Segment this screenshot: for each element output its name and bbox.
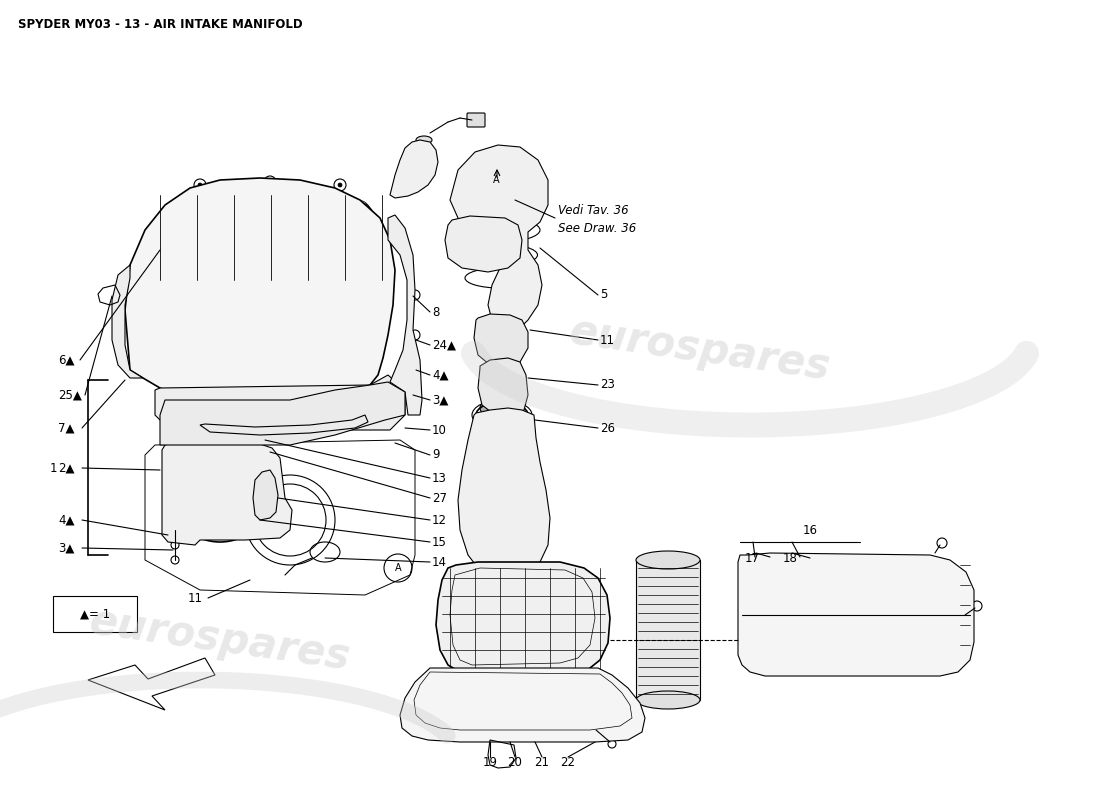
Polygon shape <box>436 562 610 675</box>
Polygon shape <box>474 314 528 368</box>
Polygon shape <box>446 216 522 272</box>
Text: 23: 23 <box>600 378 615 391</box>
Text: 7▲: 7▲ <box>58 422 75 434</box>
Polygon shape <box>388 215 422 415</box>
Text: 17: 17 <box>745 551 759 565</box>
Text: 5: 5 <box>600 289 607 302</box>
Text: SPYDER MY03 - 13 - AIR INTAKE MANIFOLD: SPYDER MY03 - 13 - AIR INTAKE MANIFOLD <box>18 18 303 31</box>
Ellipse shape <box>636 691 700 709</box>
Polygon shape <box>112 265 143 378</box>
Polygon shape <box>125 178 395 405</box>
Text: 27: 27 <box>432 491 447 505</box>
Text: ▲= 1: ▲= 1 <box>80 607 110 621</box>
Bar <box>636 560 700 700</box>
Text: 12: 12 <box>432 514 447 526</box>
Text: 19: 19 <box>483 755 497 769</box>
Text: See Draw. 36: See Draw. 36 <box>558 222 636 234</box>
Text: eurospares: eurospares <box>566 311 833 389</box>
Ellipse shape <box>192 474 248 506</box>
Text: 8: 8 <box>432 306 439 318</box>
Text: 3▲: 3▲ <box>432 394 449 406</box>
Polygon shape <box>253 470 278 520</box>
Text: 10: 10 <box>432 423 447 437</box>
Text: 9: 9 <box>432 449 440 462</box>
Text: 15: 15 <box>432 535 447 549</box>
Polygon shape <box>390 140 438 198</box>
Polygon shape <box>88 658 214 710</box>
Polygon shape <box>155 375 405 430</box>
Text: 13: 13 <box>432 471 447 485</box>
Polygon shape <box>400 668 645 742</box>
Polygon shape <box>162 444 292 545</box>
Text: 16: 16 <box>803 523 817 537</box>
Text: 11: 11 <box>188 591 204 605</box>
Polygon shape <box>450 145 548 332</box>
Text: 22: 22 <box>561 755 575 769</box>
Bar <box>512 450 522 464</box>
Text: A: A <box>493 175 499 185</box>
Text: 18: 18 <box>782 551 797 565</box>
Text: 1: 1 <box>50 462 57 474</box>
Circle shape <box>198 183 202 187</box>
Polygon shape <box>478 358 528 417</box>
Text: 25▲: 25▲ <box>58 389 81 402</box>
Ellipse shape <box>480 397 524 419</box>
Text: 6▲: 6▲ <box>58 354 75 366</box>
Text: 2▲: 2▲ <box>58 462 75 474</box>
Ellipse shape <box>416 136 432 144</box>
Ellipse shape <box>636 551 700 569</box>
Text: 4▲: 4▲ <box>58 514 75 526</box>
Text: 3▲: 3▲ <box>58 542 75 554</box>
Text: 11: 11 <box>600 334 615 346</box>
Circle shape <box>338 183 342 187</box>
FancyBboxPatch shape <box>468 113 485 127</box>
Circle shape <box>268 180 272 184</box>
Polygon shape <box>160 382 405 445</box>
Text: eurospares: eurospares <box>87 601 353 679</box>
Text: A: A <box>395 563 402 573</box>
Polygon shape <box>458 408 550 578</box>
Text: Vedi Tav. 36: Vedi Tav. 36 <box>558 203 628 217</box>
Polygon shape <box>738 553 974 676</box>
Text: 24▲: 24▲ <box>432 338 456 351</box>
Text: 14: 14 <box>432 555 447 569</box>
Text: 4▲: 4▲ <box>432 369 449 382</box>
Text: 26: 26 <box>600 422 615 434</box>
Text: 20: 20 <box>507 755 522 769</box>
Text: 21: 21 <box>535 755 550 769</box>
